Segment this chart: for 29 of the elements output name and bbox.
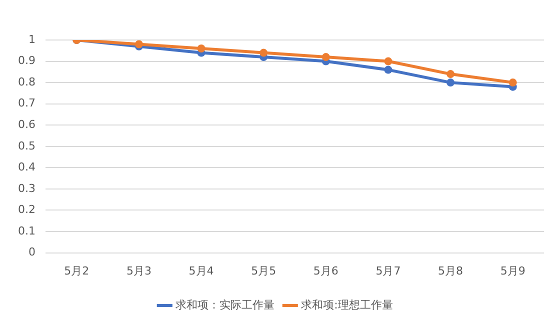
x-tick-label: 5月4	[188, 264, 214, 278]
point	[446, 70, 455, 78]
x-tick-label: 5月2	[64, 264, 90, 278]
x-tick-label: 5月8	[438, 264, 464, 278]
x-tick-label: 5月6	[313, 264, 338, 278]
y-tick-label: 1	[28, 32, 36, 46]
x-tick-label: 5月9	[500, 264, 526, 278]
y-tick-label: 0.6	[18, 118, 36, 131]
y-tick-label: 0.4	[18, 160, 36, 174]
y-tick-label: 0.2	[18, 203, 36, 216]
point	[322, 53, 330, 62]
y-tick-label: 0.3	[18, 182, 36, 195]
point	[384, 57, 392, 66]
y-tick-label: 0.5	[18, 139, 36, 152]
legend-label: 求和项:理想工作量	[301, 298, 393, 312]
y-tick-label: 0	[28, 246, 36, 259]
point	[260, 48, 268, 57]
y-tick-label: 0.7	[18, 96, 36, 110]
y-tick-label: 0.9	[18, 54, 36, 68]
x-tick-label: 5月7	[376, 264, 401, 278]
x-tick-label: 5月3	[126, 264, 152, 278]
point	[384, 66, 392, 74]
y-tick-label: 0.1	[18, 224, 36, 238]
y-tick-label: 0.8	[18, 75, 36, 88]
point	[446, 78, 455, 87]
point	[197, 44, 206, 53]
legend-label: 求和项：实际工作量	[176, 298, 275, 312]
x-tick-label: 5月5	[251, 264, 276, 278]
point	[508, 78, 517, 87]
